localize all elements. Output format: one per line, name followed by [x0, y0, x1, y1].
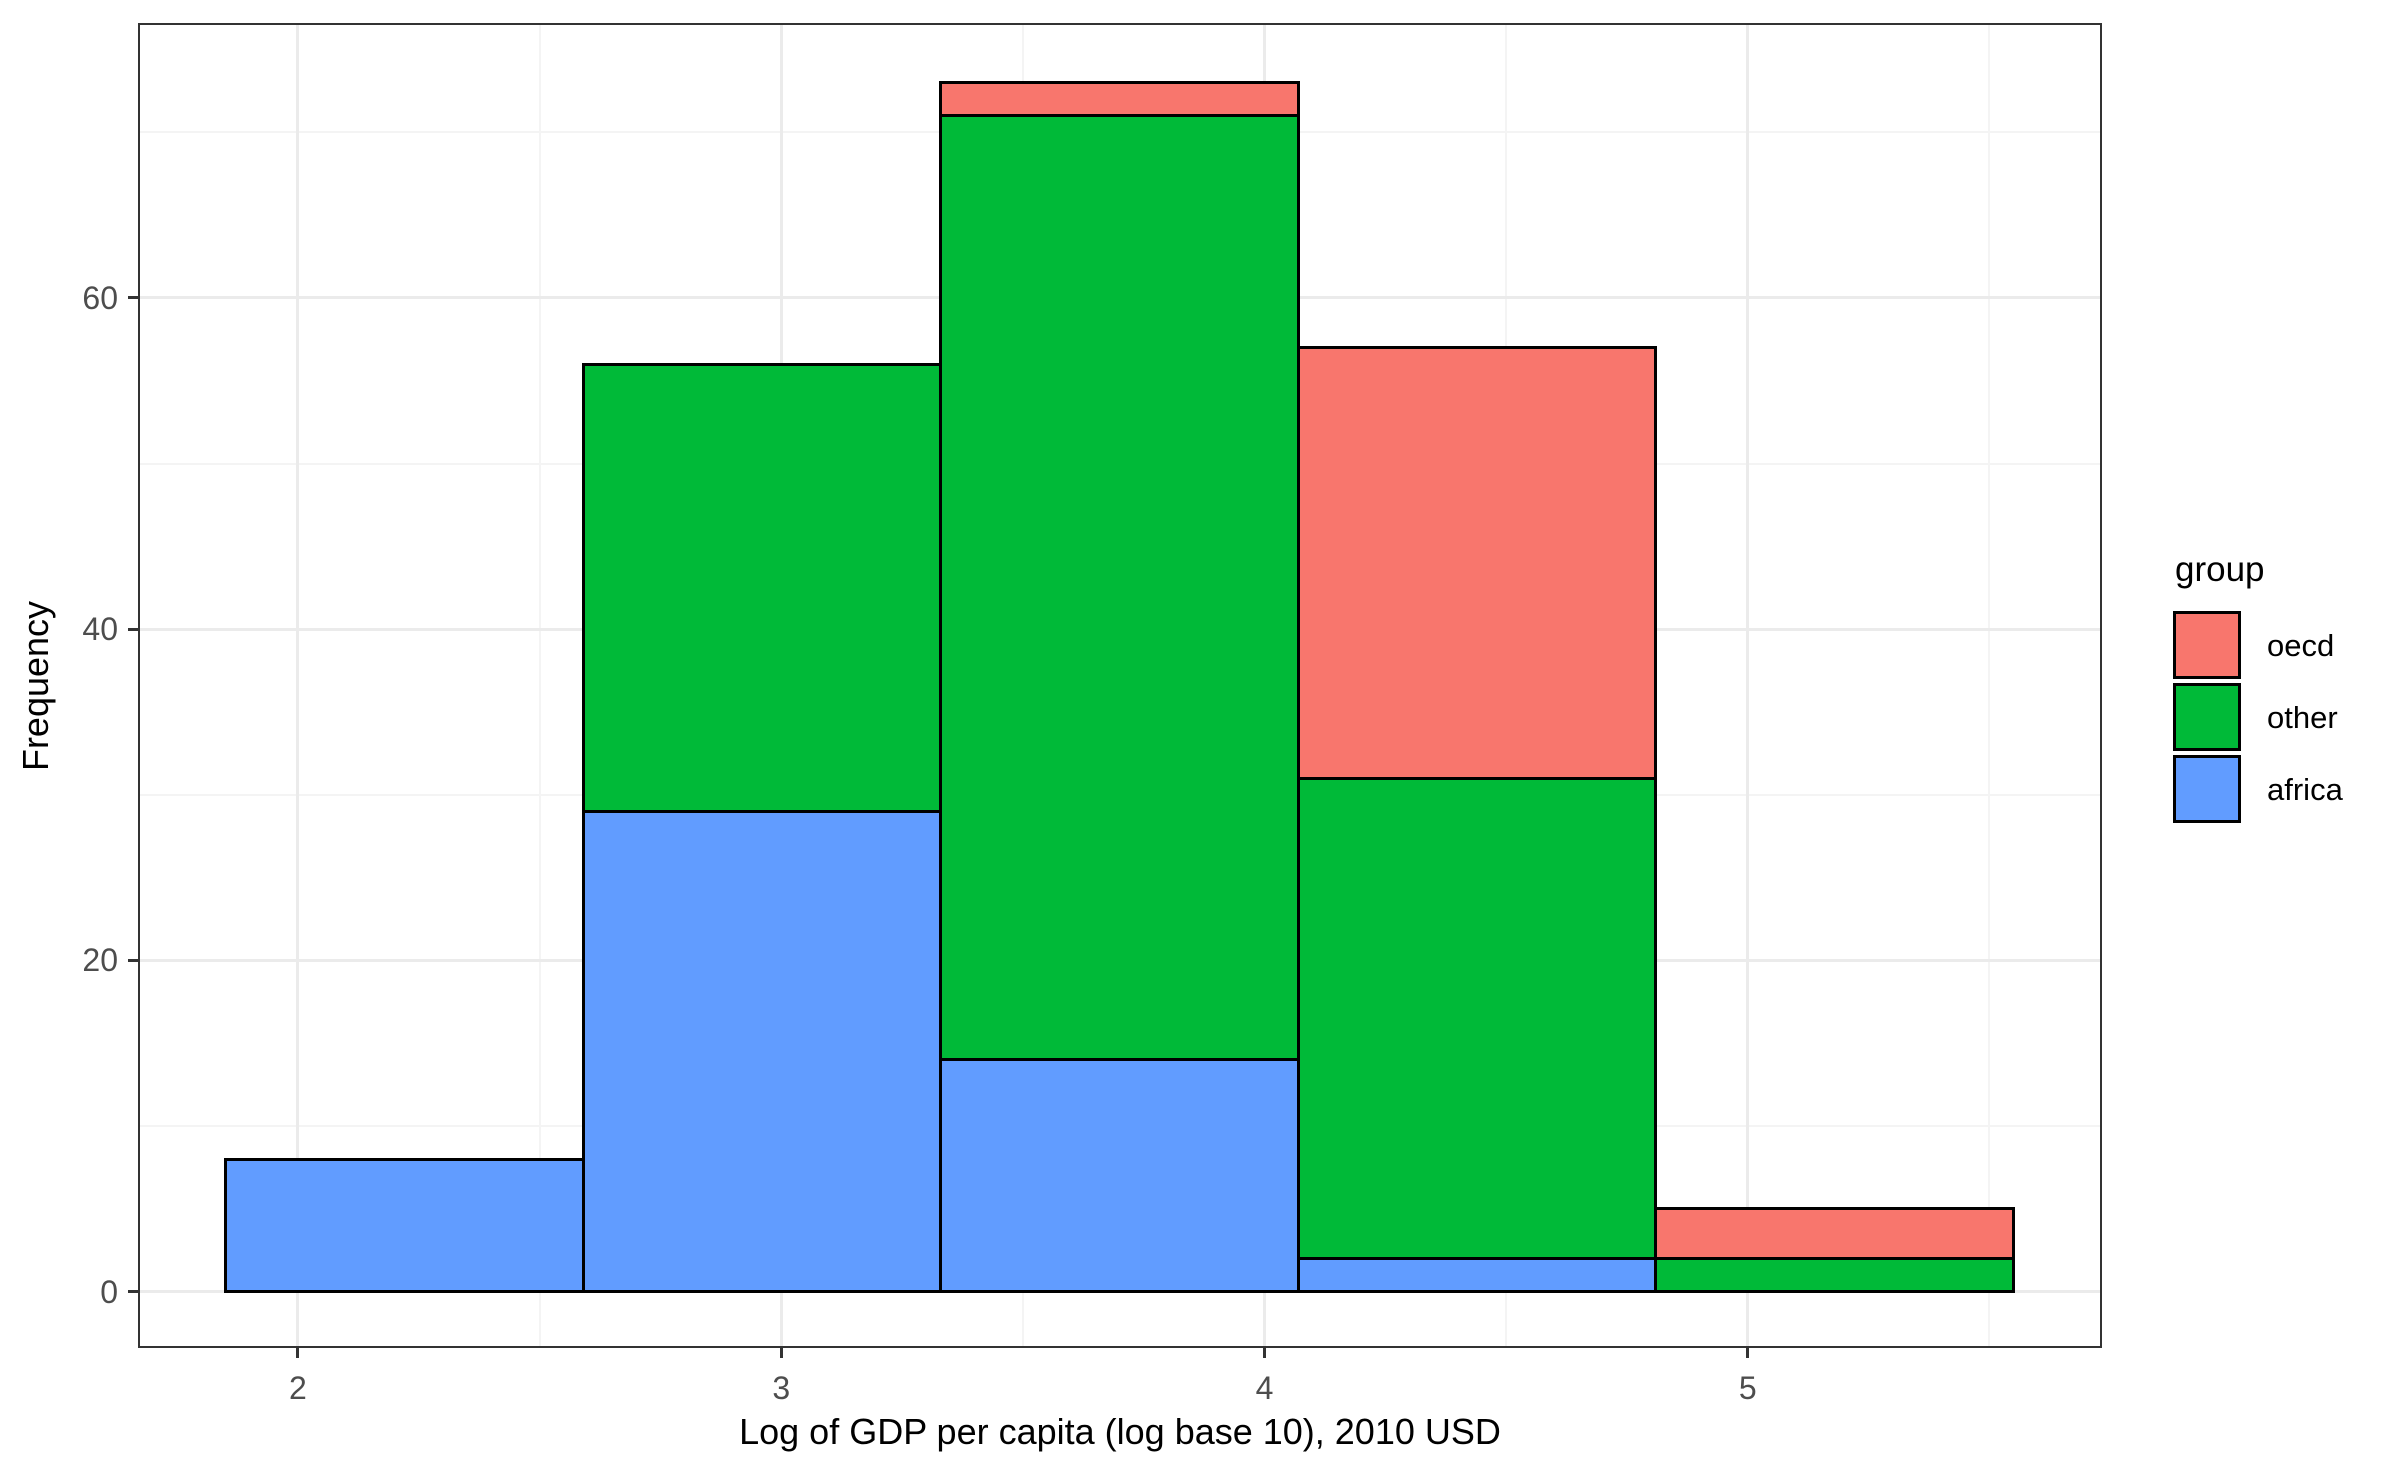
bar-segment-other — [1296, 776, 1658, 1261]
bar-segment-africa — [581, 809, 943, 1294]
legend-label: other — [2267, 699, 2338, 735]
bar-segment-oecd — [1296, 346, 1658, 780]
x-tick-label: 4 — [1255, 1370, 1274, 1406]
legend: group oecd other africa — [2173, 552, 2343, 827]
y-tick-mark — [128, 958, 138, 962]
bar-segment-other — [581, 362, 943, 813]
legend-key-swatch — [2173, 683, 2241, 751]
bar-segment-africa — [1296, 1257, 1658, 1294]
bar-segment-oecd — [939, 81, 1300, 118]
x-tick-label: 5 — [1738, 1370, 1757, 1406]
bar-segment-other — [939, 114, 1300, 1062]
legend-label: africa — [2267, 771, 2343, 807]
y-tick-label: 40 — [82, 611, 118, 648]
x-minor-gridline — [1988, 23, 1991, 1348]
x-tick-mark — [1262, 1348, 1266, 1358]
x-tick-mark — [296, 1348, 300, 1358]
legend-items: oecd other africa — [2173, 611, 2343, 823]
y-axis-title: Frequency — [15, 600, 56, 771]
bar-segment-oecd — [1654, 1207, 2016, 1261]
y-tick-mark — [128, 1290, 138, 1294]
legend-key-swatch — [2173, 611, 2241, 679]
y-tick-mark — [128, 296, 138, 300]
legend-item-other: other — [2173, 683, 2343, 751]
legend-key-swatch — [2173, 755, 2241, 823]
x-tick-label: 3 — [772, 1370, 791, 1406]
x-axis-title: Log of GDP per capita (log base 10), 201… — [739, 1411, 1501, 1452]
x-major-gridline — [296, 23, 300, 1348]
bar-segment-africa — [223, 1157, 585, 1294]
y-tick-label: 0 — [100, 1273, 118, 1310]
x-minor-gridline — [538, 23, 541, 1348]
legend-item-africa: africa — [2173, 755, 2343, 823]
legend-title: group — [2175, 550, 2265, 589]
legend-label: oecd — [2267, 627, 2335, 663]
x-major-gridline — [1746, 23, 1750, 1348]
bar-segment-other — [1654, 1257, 2016, 1294]
x-tick-mark — [1746, 1348, 1750, 1358]
x-tick-mark — [779, 1348, 783, 1358]
legend-item-oecd: oecd — [2173, 611, 2343, 679]
bar-segment-africa — [939, 1058, 1300, 1294]
y-tick-label: 60 — [82, 279, 118, 316]
x-tick-label: 2 — [289, 1370, 307, 1406]
y-tick-label: 20 — [82, 942, 118, 979]
y-tick-mark — [128, 627, 138, 631]
